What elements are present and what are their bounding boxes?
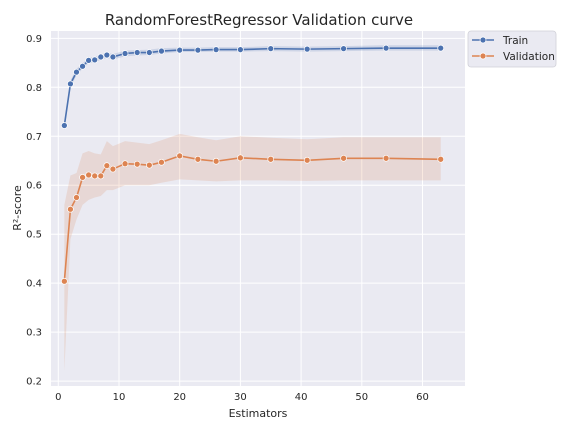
point-validation [97, 172, 105, 180]
point-validation [382, 154, 390, 162]
point-train [73, 68, 80, 76]
y-tick-label: 0.6 [26, 181, 42, 192]
point-validation [91, 172, 99, 180]
x-tick-labels: 0 10 20 30 40 50 60 [55, 392, 429, 403]
point-train [85, 57, 92, 64]
point-validation [133, 160, 141, 168]
point-validation [145, 161, 153, 169]
x-tick-label: 10 [113, 392, 126, 403]
y-tick-label: 0.2 [26, 377, 42, 388]
point-train [237, 46, 244, 53]
point-validation [158, 158, 165, 166]
point-train [158, 47, 165, 55]
point-train [121, 50, 129, 57]
point-validation [109, 165, 117, 173]
point-train [133, 49, 141, 56]
y-tick-label: 0.9 [26, 34, 42, 45]
y-tick-label: 0.3 [26, 328, 42, 339]
point-validation [73, 194, 80, 201]
x-tick-label: 40 [295, 392, 308, 403]
point-train [97, 53, 105, 61]
point-train [79, 62, 86, 70]
point-train [109, 53, 117, 61]
y-tick-label: 0.8 [26, 83, 42, 94]
y-tick-label: 0.7 [26, 132, 42, 143]
point-validation [437, 155, 445, 163]
point-train [303, 45, 311, 53]
point-validation [121, 160, 129, 168]
x-tick-label: 0 [55, 392, 61, 403]
point-train [61, 122, 68, 129]
point-train [340, 45, 347, 52]
x-tick-label: 20 [173, 392, 186, 403]
point-train [176, 46, 184, 54]
y-tick-label: 0.4 [26, 279, 42, 290]
point-validation [340, 154, 347, 162]
point-validation [303, 156, 311, 164]
point-validation [194, 155, 202, 163]
point-validation [85, 171, 92, 179]
confidence-bands [64, 45, 441, 372]
point-train [67, 80, 74, 88]
point-validation [79, 174, 86, 181]
y-tick-labels: 0.2 0.3 0.4 0.5 0.6 0.7 0.8 0.9 [26, 34, 42, 388]
point-validation [61, 277, 68, 285]
point-train [382, 44, 390, 52]
point-train [145, 49, 153, 56]
legend-marker-validation [479, 52, 487, 60]
x-tick-label: 60 [416, 392, 429, 403]
grid-lines [51, 31, 465, 386]
point-train [194, 46, 202, 54]
point-train [212, 46, 220, 53]
legend-label-train: Train [502, 35, 528, 47]
x-tick-label: 30 [234, 392, 247, 403]
y-tick-label: 0.5 [26, 230, 42, 241]
x-axis-label: Estimators [229, 407, 288, 420]
legend: Train Validation [467, 30, 557, 68]
line-train [63, 47, 441, 126]
point-validation [237, 154, 244, 162]
x-tick-label: 50 [355, 392, 368, 403]
y-axis-label: R²-score [11, 185, 24, 231]
point-train [103, 51, 111, 59]
series-markers [61, 44, 445, 285]
band-validation [64, 133, 441, 372]
point-train [437, 44, 445, 52]
point-validation [212, 157, 220, 165]
chart-title: RandomForestRegressor Validation curve [105, 11, 413, 29]
point-validation [103, 162, 111, 170]
point-train [91, 56, 99, 64]
point-validation [176, 152, 184, 160]
point-train [267, 45, 275, 52]
point-validation [267, 155, 275, 163]
legend-label-validation: Validation [503, 51, 555, 63]
point-validation [67, 205, 74, 213]
plot-area [51, 31, 465, 386]
legend-marker-train [479, 36, 487, 44]
